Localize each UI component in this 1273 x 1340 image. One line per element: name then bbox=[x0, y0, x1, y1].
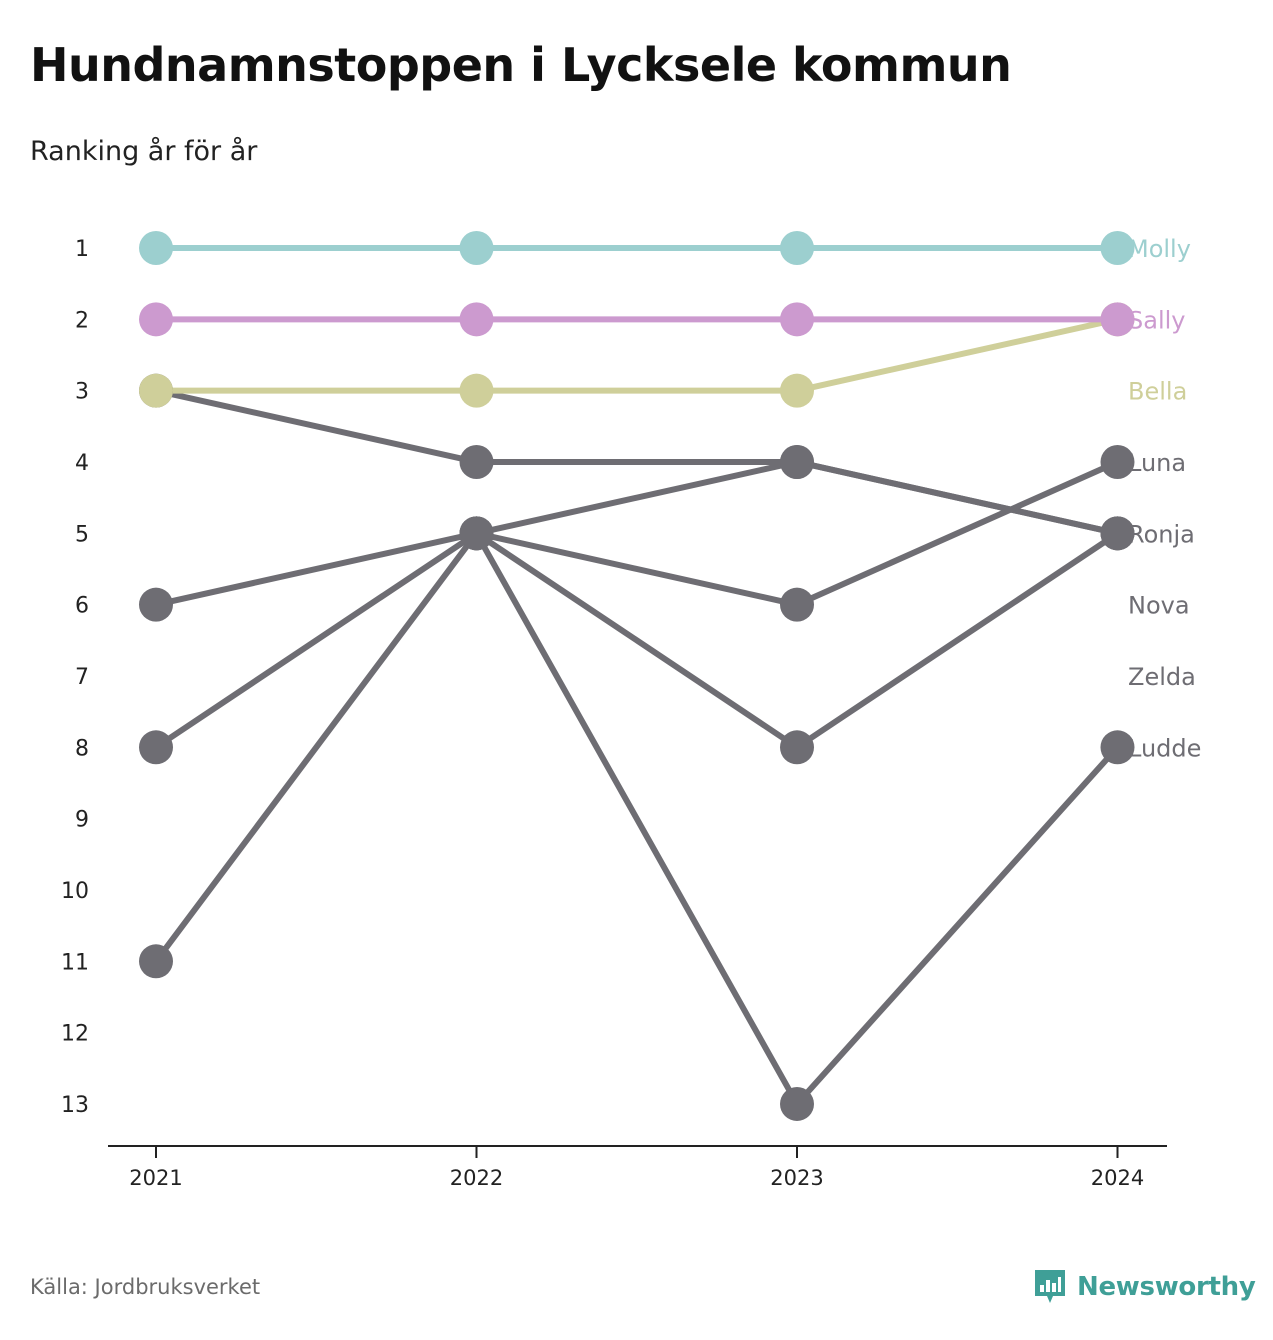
source-note: Källa: Jordbruksverket bbox=[30, 1275, 261, 1299]
data-point-zelda bbox=[139, 730, 173, 765]
y-tick-label: 2 bbox=[75, 308, 89, 333]
y-tick-label: 4 bbox=[75, 451, 89, 476]
data-point-sally bbox=[459, 302, 494, 337]
y-tick-label: 5 bbox=[75, 522, 89, 547]
newsworthy-logo-icon bbox=[1035, 1270, 1065, 1303]
y-tick-label: 3 bbox=[75, 380, 89, 405]
series-end-labels: Molly Sally Bella Luna Ronja Nova Zelda Ludde bbox=[1128, 235, 1201, 762]
end-label-luna: Luna bbox=[1128, 449, 1186, 477]
data-point-luna bbox=[459, 516, 494, 551]
series-lines bbox=[153, 245, 1121, 1107]
y-tick-label: 7 bbox=[75, 665, 89, 690]
series-line-nova bbox=[153, 458, 1121, 965]
y-tick-label: 13 bbox=[61, 1093, 89, 1118]
series-line-ronja bbox=[153, 387, 1121, 537]
data-point-sally bbox=[139, 302, 173, 337]
brand-name: Newsworthy bbox=[1077, 1272, 1256, 1302]
end-label-ludde: Ludde bbox=[1128, 734, 1201, 762]
y-tick-label: 8 bbox=[75, 736, 89, 761]
series-points bbox=[139, 231, 1135, 1121]
data-point-luna bbox=[780, 587, 814, 622]
data-point-nova bbox=[139, 944, 173, 979]
data-point-luna bbox=[139, 587, 173, 622]
brand-logo[interactable]: Newsworthy bbox=[1033, 1268, 1256, 1306]
data-point-luna bbox=[1100, 444, 1135, 479]
series-line-zelda bbox=[153, 530, 1121, 751]
data-point-ludde bbox=[1100, 730, 1135, 765]
data-point-ronja bbox=[459, 444, 494, 479]
y-tick-label: 1 bbox=[75, 237, 89, 262]
y-tick-label: 11 bbox=[61, 950, 89, 975]
end-label-bella: Bella bbox=[1128, 378, 1187, 406]
end-label-ronja: Ronja bbox=[1128, 520, 1195, 548]
data-point-sally bbox=[1100, 302, 1135, 337]
x-tick-label: 2022 bbox=[450, 1166, 503, 1190]
y-tick-label: 10 bbox=[61, 879, 89, 904]
data-point-molly bbox=[1100, 231, 1135, 265]
end-label-molly: Molly bbox=[1128, 235, 1191, 263]
x-tick-label: 2021 bbox=[129, 1166, 182, 1190]
data-point-molly bbox=[780, 231, 814, 265]
data-point-bella bbox=[780, 373, 814, 408]
chart-title: Hundnamnstoppen i Lycksele kommun bbox=[30, 38, 1012, 92]
x-tick-label: 2023 bbox=[770, 1166, 823, 1190]
data-point-ronja bbox=[780, 444, 814, 479]
end-label-nova: Nova bbox=[1128, 592, 1190, 620]
series-line-luna bbox=[153, 458, 1121, 608]
end-label-zelda: Zelda bbox=[1128, 663, 1196, 691]
end-label-sally: Sally bbox=[1128, 306, 1185, 334]
data-point-zelda bbox=[780, 730, 814, 765]
data-point-bella bbox=[139, 373, 173, 408]
data-point-molly bbox=[139, 231, 173, 265]
y-tick-label: 12 bbox=[61, 1022, 89, 1047]
data-point-ludde bbox=[780, 1086, 814, 1121]
y-tick-label: 6 bbox=[75, 594, 89, 619]
data-point-bella bbox=[459, 373, 494, 408]
data-point-molly bbox=[459, 231, 494, 265]
x-tick-label: 2024 bbox=[1091, 1166, 1144, 1190]
chart-subtitle: Ranking år för år bbox=[30, 136, 258, 167]
data-point-sally bbox=[780, 302, 814, 337]
y-tick-label: 9 bbox=[75, 808, 89, 833]
data-point-ronja bbox=[1100, 516, 1135, 551]
series-line-bella bbox=[153, 316, 1121, 394]
